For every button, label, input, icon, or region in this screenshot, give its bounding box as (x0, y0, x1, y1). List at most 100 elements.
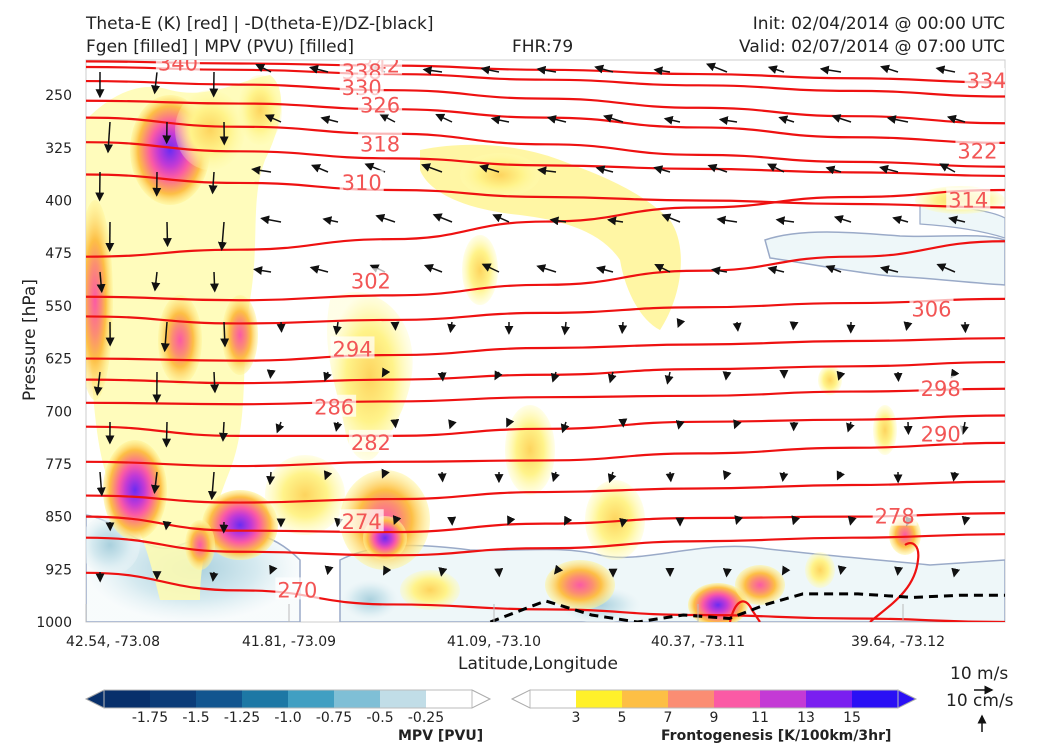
colorbar-swatch (806, 690, 852, 708)
wind-vector (536, 65, 557, 75)
wind-vector (151, 71, 160, 95)
wind-vector (705, 62, 728, 73)
wind-vector (791, 515, 800, 526)
wind-vector (767, 265, 785, 275)
wind-vector (96, 271, 106, 294)
colorbar-tick-label: -1.25 (223, 710, 261, 726)
wind-vector (948, 215, 966, 225)
colorbar-tick-label: 15 (843, 710, 861, 726)
wind-vectors (93, 62, 971, 583)
wind-vector (209, 571, 219, 582)
colorbar-tick-label: 3 (571, 710, 581, 726)
x-tick-label: 42.54, -73.08 (66, 634, 160, 650)
colorbar-tick-label: -1.75 (131, 710, 169, 726)
colorbar-swatch (104, 690, 150, 708)
wind-vector (218, 421, 228, 442)
wind-vector (935, 65, 956, 75)
wind-vector (332, 321, 342, 336)
colorbar-tick-label: 9 (709, 710, 719, 726)
y-axis-ticks: 250 325 400 475 550 625 700 775 850 925 1000 (36, 88, 72, 631)
wind-vector (537, 166, 557, 176)
wind-vector (383, 565, 392, 576)
x-axis-ticks: 42.54, -73.08 41.81, -73.09 41.09, -73.10 4… (66, 604, 945, 650)
wind-vector (936, 263, 956, 273)
wind-vector (594, 64, 614, 74)
theta-e-label: 314 (948, 189, 988, 213)
wind-vector (847, 515, 857, 526)
theta-e-contour-270 (86, 571, 1005, 622)
colorbar-swatch (334, 690, 380, 708)
wind-ref-horizontal-label: 10 m/s (950, 664, 1009, 684)
forecast-hour: FHR:79 (512, 37, 574, 57)
x-axis-label: Latitude,Longitude (458, 654, 618, 674)
wind-vector (654, 264, 671, 273)
wind-vector (438, 567, 448, 577)
colorbar-swatch (852, 690, 898, 708)
y-tick-label: 325 (45, 141, 72, 157)
wind-vector (375, 213, 396, 223)
wind-vector (836, 370, 846, 381)
wind-vector (381, 367, 391, 378)
colorbar-outline (529, 689, 899, 709)
colorbar-tick-label: -1.5 (182, 710, 210, 726)
wind-vector (733, 419, 742, 430)
wind-vector (255, 64, 272, 73)
colorbar-swatch (380, 690, 426, 708)
wind-vector (833, 215, 852, 224)
wind-vector (781, 565, 791, 576)
y-tick-label: 400 (45, 194, 72, 210)
theta-e-contour-286 (86, 441, 1005, 468)
wind-vector (879, 164, 899, 174)
wind-vector (437, 371, 447, 382)
colorbar-swatch (242, 690, 288, 708)
wind-vector (603, 114, 624, 123)
wind-vector (664, 371, 674, 385)
wind-vector (448, 419, 457, 430)
wind-vector (551, 371, 560, 383)
wind-vector (561, 321, 570, 336)
wind-vector (959, 421, 969, 436)
wind-vector (220, 321, 230, 348)
wind-vector (435, 113, 453, 123)
wind-vector (718, 116, 738, 126)
theta-e-label: 294 (332, 337, 372, 361)
colorbar-swatch (288, 690, 334, 708)
wind-vector (880, 64, 899, 74)
theta-e-contour-302 (86, 337, 1005, 362)
colorbar-swatch (196, 690, 242, 708)
theta-e-label-bg (358, 131, 403, 154)
wind-vector (675, 419, 685, 430)
wind-vector (665, 471, 675, 483)
theta-e-label: 306 (911, 297, 951, 321)
wind-vector (676, 317, 686, 329)
theta-e-contour-274 (86, 533, 1005, 557)
wind-vector (903, 321, 913, 332)
x-tick-label: 40.37, -73.11 (651, 634, 745, 650)
theta-e-label: 318 (360, 132, 400, 156)
theta-e-label-bg (918, 421, 963, 444)
wind-vector (836, 470, 845, 481)
theta-e-contour-290 (86, 414, 1005, 437)
wind-vector (264, 114, 282, 123)
wind-vector (549, 216, 567, 226)
wind-vector (506, 417, 515, 428)
wind-vector (96, 471, 106, 497)
wind-vector (732, 321, 742, 332)
theta-e-label-bg (946, 187, 991, 210)
y-tick-label: 1000 (36, 615, 72, 631)
theta-e-label: 270 (277, 578, 317, 602)
wind-vector (334, 517, 344, 528)
theta-e-contour-314 (86, 188, 1005, 258)
y-tick-label: 475 (45, 246, 72, 262)
wind-vector (595, 165, 614, 175)
wind-vector (951, 567, 961, 578)
wind-vector (151, 271, 161, 292)
wind-vector (481, 263, 500, 273)
wind-vector (150, 471, 160, 495)
colorbar-swatch (622, 690, 668, 708)
colorbar-tick-label: -1.0 (274, 710, 302, 726)
wind-vector (390, 418, 400, 429)
wind-vector (653, 165, 671, 175)
theta-e-label: 298 (921, 377, 961, 401)
wind-vector (494, 370, 503, 381)
